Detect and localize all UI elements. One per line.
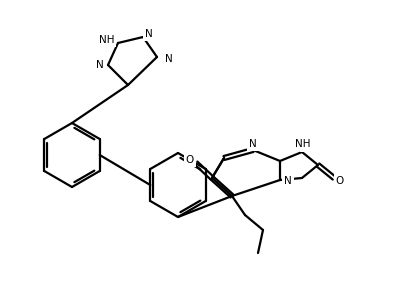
- Text: O: O: [336, 176, 344, 186]
- Text: N: N: [249, 139, 257, 149]
- Text: N: N: [165, 54, 173, 64]
- Text: NH: NH: [295, 139, 311, 149]
- Text: N: N: [145, 29, 153, 39]
- Text: O: O: [186, 155, 194, 165]
- Text: N: N: [284, 176, 292, 186]
- Text: H: H: [302, 142, 308, 151]
- Text: N: N: [96, 60, 104, 70]
- Text: NH: NH: [99, 35, 114, 45]
